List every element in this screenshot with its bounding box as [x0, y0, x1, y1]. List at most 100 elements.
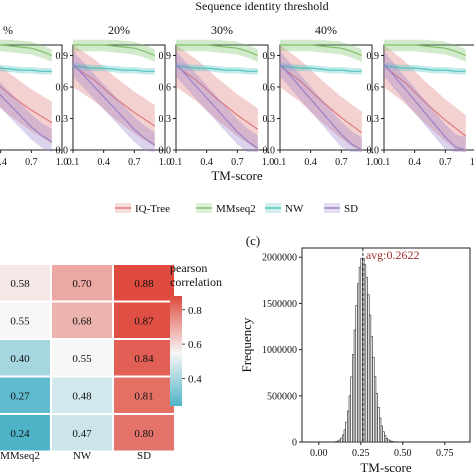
hist-y-tick-label: 1000000	[262, 345, 297, 356]
series-band-sd	[384, 51, 466, 153]
panel-frame-2	[175, 44, 269, 151]
heatmap-cell	[52, 265, 112, 301]
series-line-nw	[72, 65, 155, 72]
y-tick-label: 0.9	[263, 51, 276, 62]
panel-frame-1	[72, 44, 166, 151]
series-line-iq-tree	[175, 65, 259, 130]
series-line-sd	[0, 93, 53, 143]
series-line-mmseq2	[176, 44, 259, 57]
heatmap-cell-value: 0.84	[134, 353, 154, 365]
series-line-sd	[279, 63, 363, 151]
heatmap-cell	[114, 377, 174, 413]
heatmap-cell	[0, 302, 50, 338]
hist-y-axis-label: Frequency	[239, 317, 254, 372]
colorbar-tick-label: 0.6	[188, 339, 202, 351]
legend-swatch-bg	[324, 203, 340, 213]
series-band-iq-tree	[73, 45, 155, 148]
heatmap-cell	[52, 415, 112, 451]
heatmap-cell-value: 0.55	[10, 315, 30, 327]
series-line-nw	[383, 65, 466, 72]
heatmap-cell	[0, 265, 50, 301]
hist-y-tick-label: 2000000	[262, 253, 297, 264]
heatmap-cell	[114, 265, 174, 301]
heatmap-cell-value: 0.48	[72, 390, 92, 402]
heatmap-cell	[0, 415, 50, 451]
legend-swatch-bg	[265, 203, 281, 213]
y-tick-label: 0.3	[263, 114, 276, 125]
x-tick-label: 0.4	[97, 157, 110, 168]
y-tick-label: 0.0	[367, 146, 380, 157]
series-line-nw	[175, 65, 258, 72]
x-tick-label: 0.7	[335, 157, 348, 168]
y-tick-label: 0.3	[159, 114, 172, 125]
panel-frame-3	[279, 44, 373, 151]
histogram-frame	[301, 247, 471, 443]
colorbar	[170, 296, 182, 406]
series-band-iq-tree	[176, 45, 258, 151]
heatmap-cell-value: 0.58	[10, 278, 30, 290]
heatmap-cell-value: 0.87	[134, 315, 154, 327]
heatmap-cell	[0, 340, 50, 376]
series-line-sd	[383, 63, 466, 151]
series-line-sd	[72, 63, 156, 146]
x-tick-label: 1.0	[56, 157, 69, 168]
series-band-sd	[0, 82, 52, 153]
y-tick-label: 0.9	[56, 51, 69, 62]
legend-label-mmseq2: MMseq2	[216, 203, 256, 215]
legend-swatch-bg	[196, 203, 212, 213]
heatmap-column-label: MMseq2	[0, 450, 40, 462]
heatmap-column-label: SD	[137, 450, 151, 462]
series-line-iq-tree	[72, 65, 156, 127]
series-line-iq-tree	[0, 85, 53, 124]
x-tick-label: 0.7	[231, 157, 244, 168]
y-tick-label: 0.6	[56, 83, 69, 94]
series-band-iq-tree	[0, 65, 52, 144]
series-band-mmseq2	[0, 39, 52, 62]
series-line-mmseq2	[384, 44, 467, 57]
series-line-mmseq2	[0, 44, 53, 57]
x-tick-label: 1.0	[366, 157, 379, 168]
series-band-sd	[280, 51, 362, 153]
series-line-mmseq2	[280, 44, 363, 57]
series-band-iq-tree	[384, 45, 466, 153]
panel-title: 20%	[108, 23, 130, 37]
heatmap-column-label: NW	[73, 450, 92, 462]
x-tick-label: 0.1	[170, 157, 183, 168]
heatmap-cell-value: 0.40	[10, 353, 30, 365]
panel-frame-4	[383, 44, 474, 151]
heatmap-cell	[52, 377, 112, 413]
colorbar-title: correlation	[170, 275, 222, 289]
heatmap-cell-value: 0.27	[10, 390, 30, 402]
heatmap-cell	[52, 302, 112, 338]
x-axis-label: TM-score	[211, 168, 262, 183]
heatmap-cell-value: 0.88	[134, 278, 154, 290]
series-band-iq-tree	[280, 45, 362, 153]
heatmap-cell	[52, 340, 112, 376]
colorbar-title: pearson	[170, 261, 207, 275]
x-tick-label: 0.4	[304, 157, 317, 168]
y-tick-label: 0.3	[367, 114, 380, 125]
heatmap-cell-value: 0.68	[72, 315, 92, 327]
hist-x-tick-label: 0.50	[394, 448, 412, 459]
heatmap-cell-value: 0.80	[134, 428, 154, 440]
heatmap-cell-value: 0.81	[134, 390, 153, 402]
x-tick-label: 0.1	[378, 157, 391, 168]
y-tick-label: 0.0	[56, 146, 69, 157]
panel-title: 40%	[315, 23, 337, 37]
mean-annotation: avg:0.2622	[366, 248, 420, 262]
x-tick-label: 0.4	[200, 157, 213, 168]
series-line-iq-tree	[383, 65, 467, 137]
heatmap-cell	[114, 415, 174, 451]
series-band-sd	[176, 51, 258, 153]
y-tick-label: 0.0	[159, 146, 172, 157]
y-tick-label: 0.6	[367, 83, 380, 94]
series-line-mmseq2	[73, 44, 156, 57]
panel-title: 30%	[211, 23, 233, 37]
colorbar-tick-label: 0.4	[188, 374, 202, 386]
x-tick-label: 0.1	[67, 157, 80, 168]
hist-x-axis-label: TM-score	[360, 460, 411, 474]
legend-label-iq-tree: IQ-Tree	[135, 203, 170, 215]
series-line-sd	[175, 63, 259, 149]
x-tick-label: 1.0	[470, 157, 474, 168]
